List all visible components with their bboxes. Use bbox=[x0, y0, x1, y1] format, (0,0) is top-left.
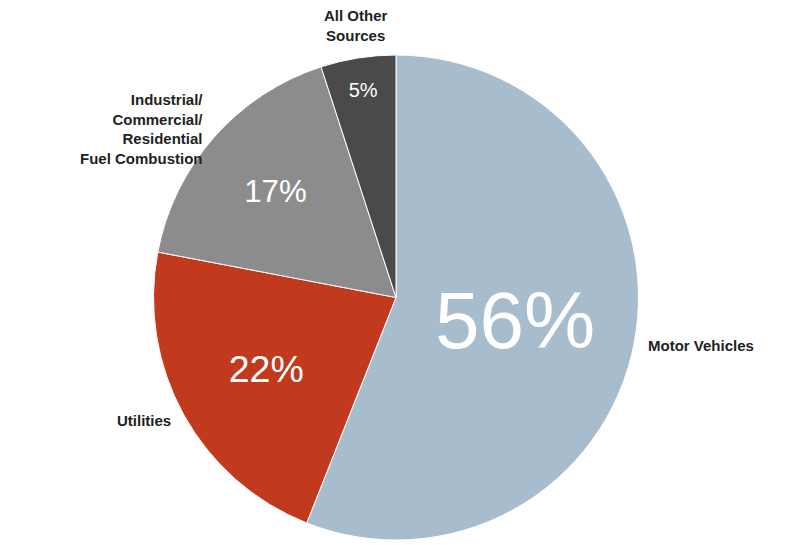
svg-text:Motor Vehicles: Motor Vehicles bbox=[648, 337, 754, 354]
svg-text:22%: 22% bbox=[229, 348, 304, 390]
svg-text:Utilities: Utilities bbox=[117, 412, 171, 429]
svg-text:5%: 5% bbox=[349, 79, 378, 101]
svg-text:56%: 56% bbox=[435, 276, 595, 365]
svg-text:17%: 17% bbox=[244, 174, 307, 209]
svg-text:Industrial/Commercial/Resident: Industrial/Commercial/ResidentialFuel Co… bbox=[80, 91, 203, 167]
svg-text:All OtherSources: All OtherSources bbox=[324, 7, 388, 44]
